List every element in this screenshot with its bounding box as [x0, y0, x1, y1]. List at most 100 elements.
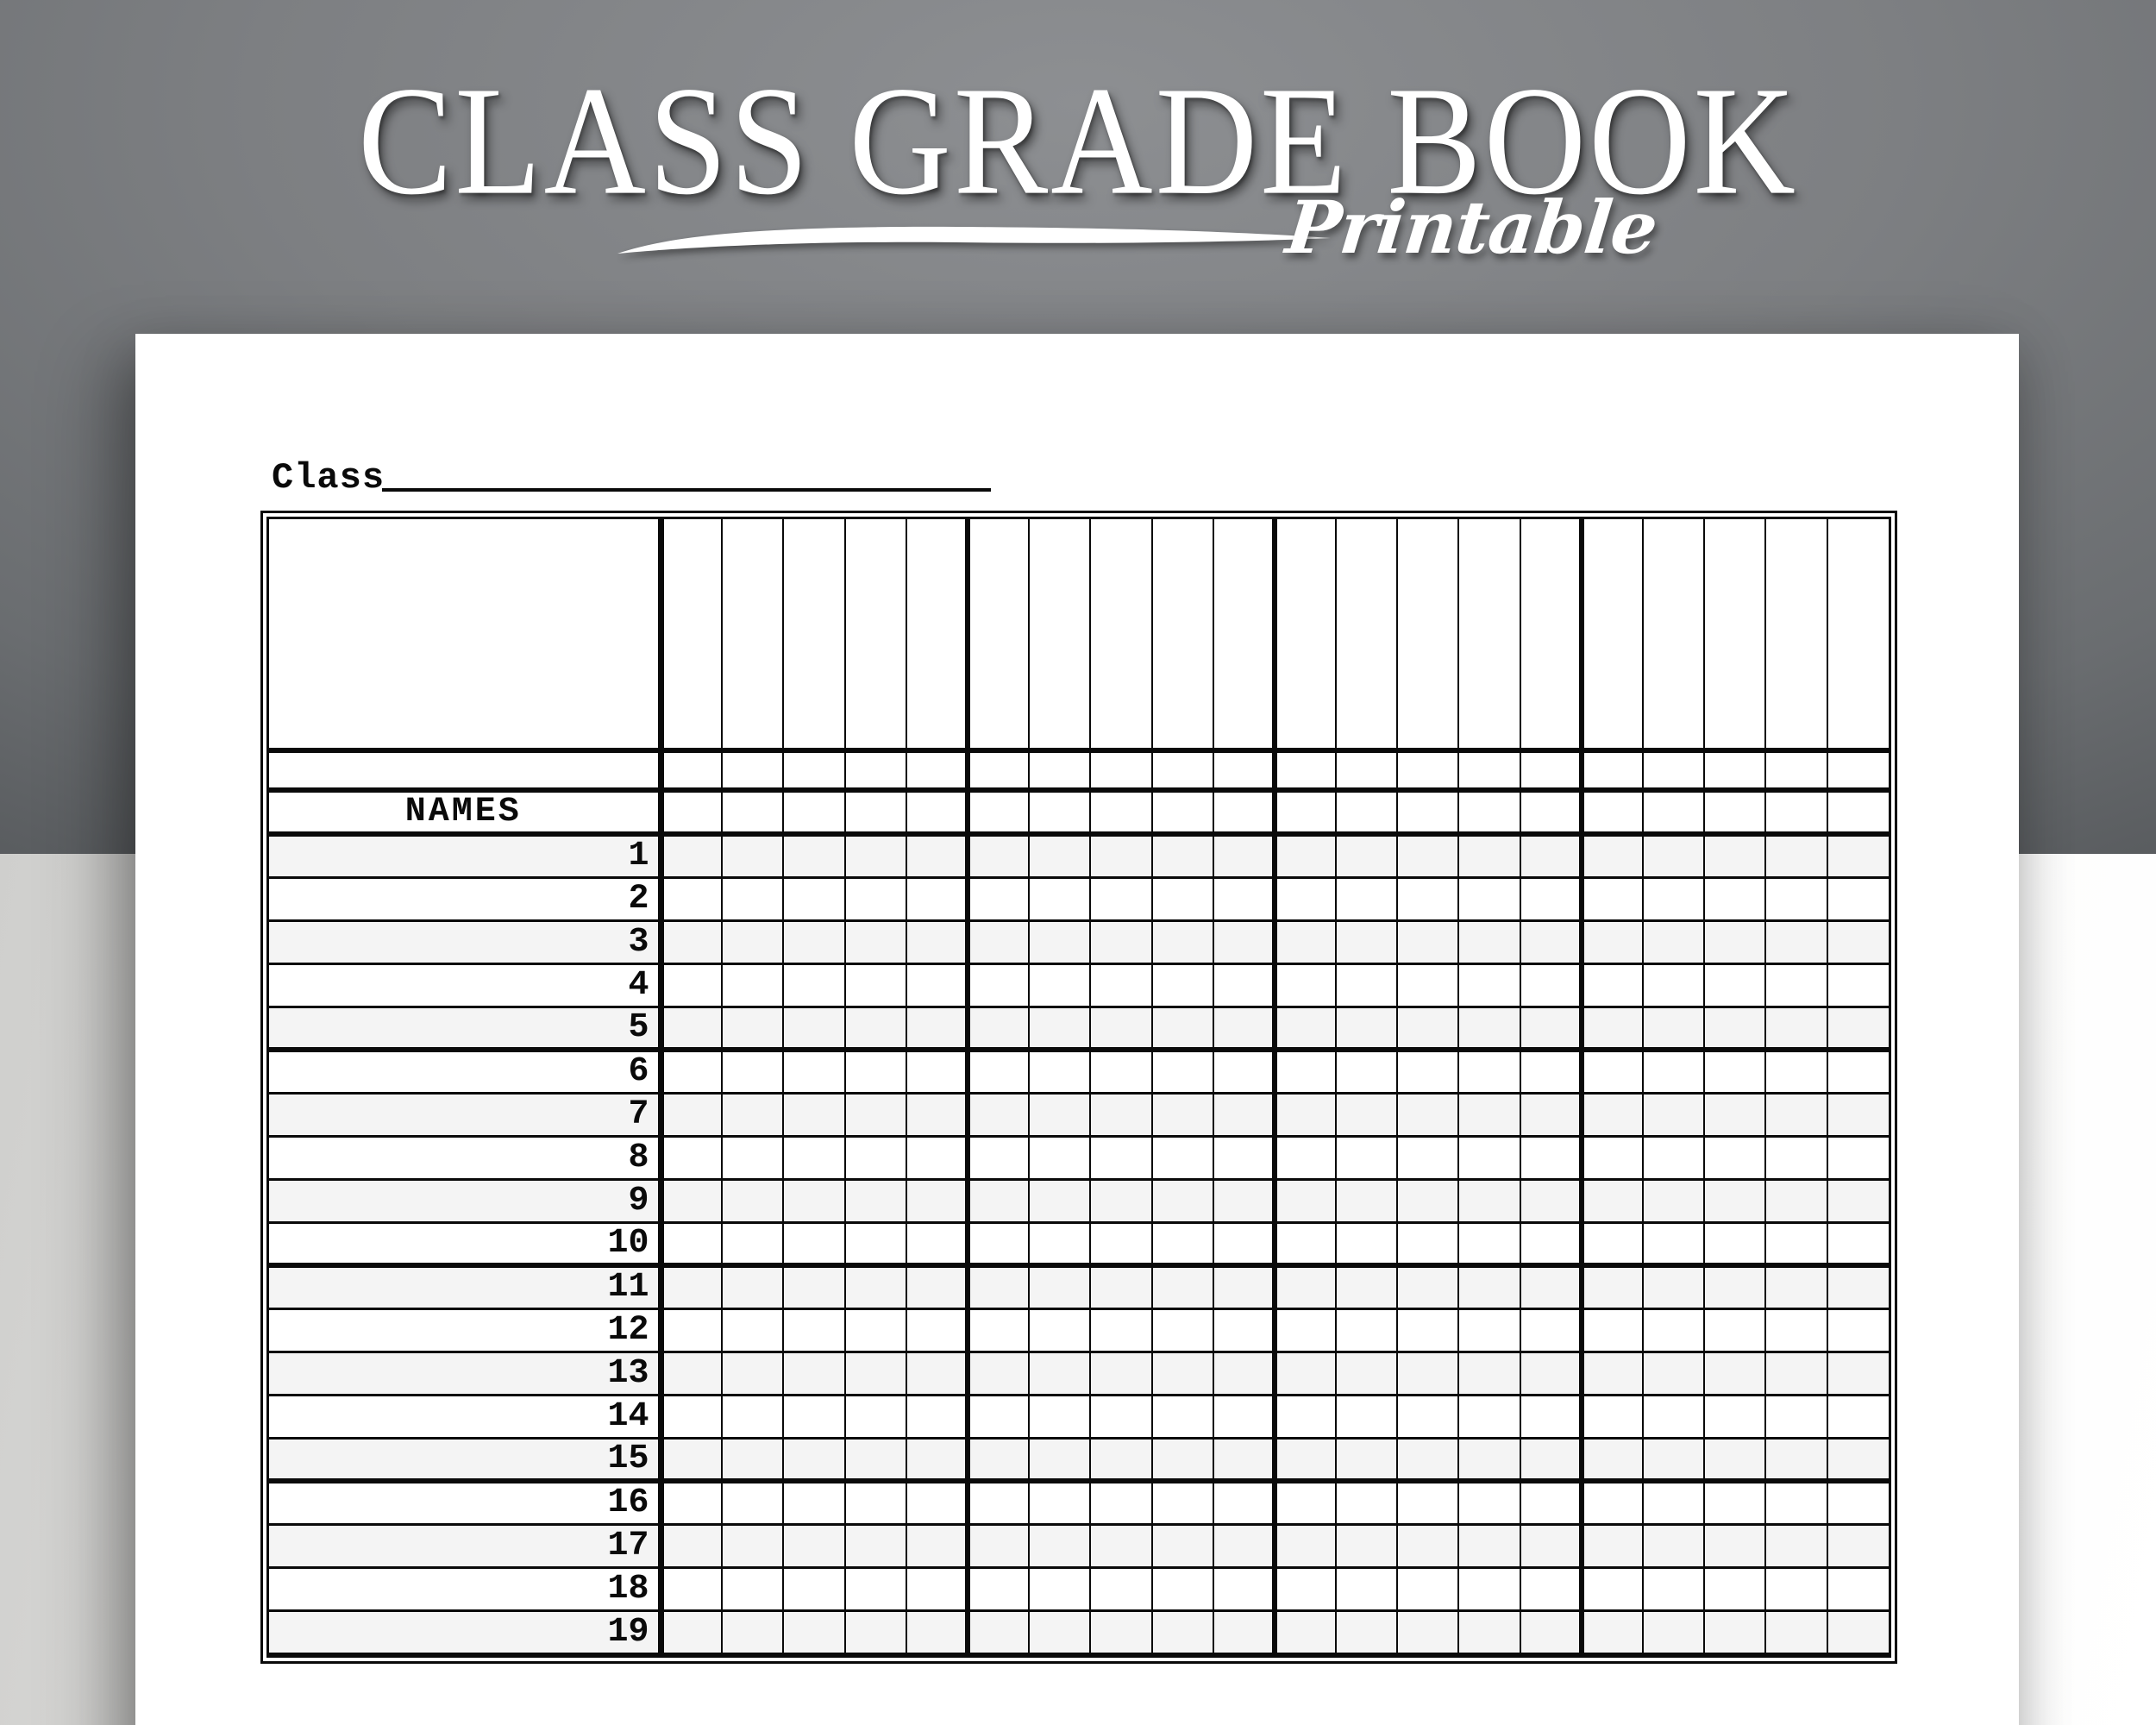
gradebook-paper: Class NAMES 1 2 3 4 5 6 7 8 9 10 11 12 13 14 15 16 17 18 19: [135, 334, 2019, 1725]
grade-cell: [905, 1479, 970, 1526]
grade-cell: [905, 875, 970, 922]
grade-cell: [1089, 1393, 1153, 1440]
grade-cell: [905, 1005, 970, 1052]
grade-cell: [1826, 875, 1889, 922]
grade-cell: [843, 788, 907, 837]
grade-cell: [1089, 1350, 1153, 1396]
grade-cell: [1396, 1609, 1460, 1655]
grade-cell: [1335, 1350, 1399, 1396]
grade-cell: [721, 832, 785, 879]
grade-cell: [905, 1609, 970, 1655]
grade-cell: [1580, 1393, 1645, 1440]
grade-cell: [966, 875, 1031, 922]
grade-cell: [1519, 1220, 1584, 1268]
grade-cell: [1642, 1522, 1706, 1569]
grade-cell: [1150, 962, 1214, 1008]
grade-cell: [905, 519, 970, 753]
grade-cell: [843, 875, 907, 922]
row-number: 10: [269, 1220, 664, 1268]
grade-cell: [721, 1264, 785, 1310]
grade-cell: [1150, 1048, 1214, 1095]
grade-cell: [1212, 875, 1277, 922]
grade-cell: [1028, 875, 1092, 922]
grade-cell: [1457, 1393, 1521, 1440]
grade-cell: [905, 749, 970, 793]
grade-cell: [1580, 832, 1645, 879]
grade-cell: [1457, 749, 1521, 793]
grade-cell: [1826, 1005, 1889, 1052]
row-number: 15: [269, 1436, 664, 1484]
grade-cell: [1089, 1479, 1153, 1526]
grade-cell: [782, 1307, 846, 1353]
grade-cell: [1457, 1565, 1521, 1612]
grade-cell: [1703, 1609, 1767, 1655]
grade-cell: [1273, 962, 1338, 1008]
grade-cell: [905, 1177, 970, 1224]
grade-cell: [905, 1134, 970, 1181]
grade-cell: [1580, 1005, 1645, 1052]
grade-cell: [1028, 1522, 1092, 1569]
grade-cell: [1703, 1091, 1767, 1138]
grade-cell: [1519, 962, 1584, 1008]
grade-cell: [966, 1048, 1031, 1095]
grade-cell: [660, 1436, 724, 1484]
grade-cell: [782, 875, 846, 922]
grade-cell: [843, 1177, 907, 1224]
grade-cell: [1703, 919, 1767, 965]
grade-cell: [1150, 788, 1214, 837]
grade-cell: [966, 749, 1031, 793]
grade-cell: [660, 1350, 724, 1396]
grade-cell: [1580, 1177, 1645, 1224]
names-header: NAMES: [269, 788, 664, 837]
grade-cell: [1457, 1307, 1521, 1353]
grade-cell: [1642, 919, 1706, 965]
grade-cell: [1028, 919, 1092, 965]
grade-cell: [1519, 788, 1584, 837]
grade-cell: [1089, 962, 1153, 1008]
grade-cell: [1335, 1307, 1399, 1353]
grade-cell: [1089, 1091, 1153, 1138]
grade-cell: [1212, 1565, 1277, 1612]
gradebook-grid: NAMES 1 2 3 4 5 6 7 8 9 10 11 12 13 14 15 16 17 18 19: [269, 519, 1889, 1655]
grade-cell: [721, 1091, 785, 1138]
grade-cell: [1457, 962, 1521, 1008]
grade-cell: [966, 1307, 1031, 1353]
subtitle: Printable: [1282, 185, 1661, 270]
grade-cell: [721, 1005, 785, 1052]
grade-cell: [1519, 1393, 1584, 1440]
grade-cell: [1642, 1393, 1706, 1440]
grade-cell: [660, 1479, 724, 1526]
grade-cell: [1212, 1048, 1277, 1095]
grade-cell: [1150, 1005, 1214, 1052]
grade-cell: [1764, 1177, 1828, 1224]
grade-cell: [1642, 875, 1706, 922]
grade-cell: [1826, 1264, 1889, 1310]
grade-cell: [1150, 749, 1214, 793]
grade-cell: [905, 1307, 970, 1353]
grade-cell: [1457, 1048, 1521, 1095]
grade-cell: [966, 1609, 1031, 1655]
grade-cell: [782, 1609, 846, 1655]
grade-cell: [1089, 1522, 1153, 1569]
grade-cell: [1273, 832, 1338, 879]
grade-cell: [1764, 1307, 1828, 1353]
grade-cell: [1089, 832, 1153, 879]
grade-cell: [1703, 1479, 1767, 1526]
grade-cell: [1028, 1307, 1092, 1353]
grade-cell: [660, 1307, 724, 1353]
grade-cell: [1580, 1048, 1645, 1095]
grade-cell: [1826, 1048, 1889, 1095]
grade-cell: [1335, 1091, 1399, 1138]
grade-cell: [1212, 1479, 1277, 1526]
grade-cell: [782, 832, 846, 879]
grade-cell: [1028, 962, 1092, 1008]
grade-cell: [843, 1048, 907, 1095]
grade-cell: [843, 1091, 907, 1138]
grade-cell: [843, 962, 907, 1008]
underline-swoosh-icon: [617, 226, 1332, 254]
grade-cell: [1580, 749, 1645, 793]
grade-cell: [1335, 1264, 1399, 1310]
grade-cell: [1519, 519, 1584, 753]
grade-cell: [1212, 962, 1277, 1008]
